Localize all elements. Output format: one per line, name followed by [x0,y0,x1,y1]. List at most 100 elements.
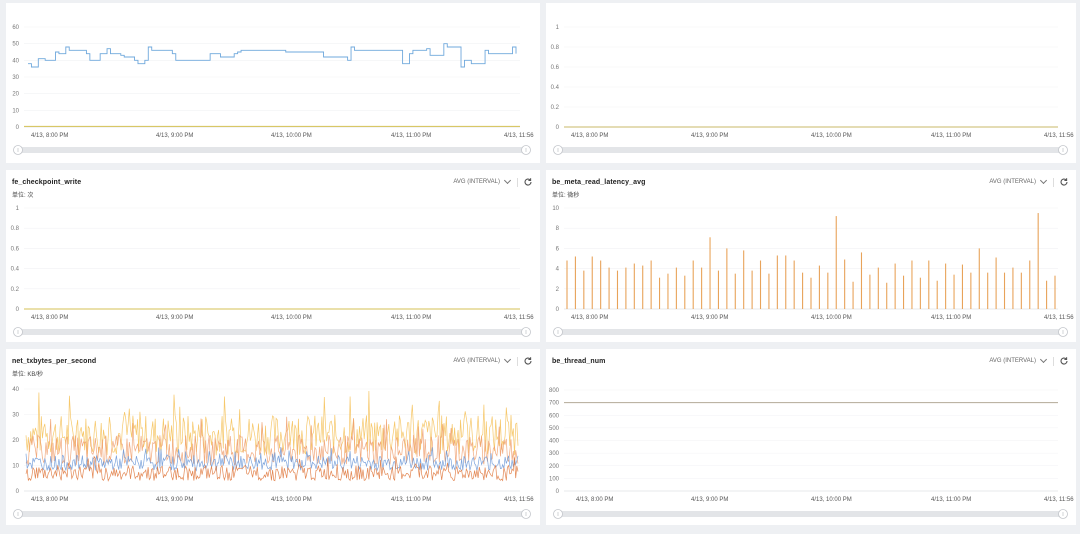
range-slider[interactable] [18,329,526,335]
aggregation-value: AVG (INTERVAL) [989,179,1036,185]
series-line [25,446,519,472]
y-tick-label: 10 [552,206,559,212]
series-line [25,416,519,466]
panel-title: be_thread_num [552,358,606,365]
x-tick-label: 4/13, 11:00 PM [391,315,431,321]
y-tick-label: 0.8 [11,226,20,232]
x-tick-label: 4/13, 10:00 PM [271,497,312,503]
refresh-icon[interactable] [523,356,533,366]
chart-plot: 0 100 200 300 400 500 600 700 800 4/13, 8:00 PM 4/… [549,388,1074,519]
y-tick-label: 30 [12,75,19,81]
aggregation-select[interactable]: AVG (INTERVAL) [453,176,512,185]
x-tick-label: 4/13, 10:00 PM [811,315,852,321]
range-slider[interactable] [558,147,1063,153]
x-tick-label: 4/13, 9:00 PM [156,315,193,321]
chart-panel: 0 10 20 30 40 50 60 4/13, 8:00 PM 4/13, 9:00 PM 4… [6,3,540,163]
x-tick-label: 4/13, 11:56 [1044,497,1074,503]
y-tick-label: 0 [16,307,20,313]
chart-panel: 0 0.2 0.4 0.6 0.8 1 4/13, 8:00 PM 4/13, 9:00 PM… [546,3,1076,163]
series-line [25,390,519,456]
refresh-icon[interactable] [1059,177,1069,187]
x-tick-label: 4/13, 9:00 PM [691,133,728,139]
aggregation-select[interactable]: AVG (INTERVAL) [989,176,1048,185]
panel-title: be_meta_read_latency_avg [552,179,646,186]
series-line [25,455,519,482]
range-slider[interactable] [18,147,526,153]
panel-title: fe_checkpoint_write [12,179,82,186]
y-tick-label: 0 [556,125,560,131]
x-tick-label: 4/13, 8:00 PM [571,133,608,139]
y-tick-label: 1 [16,206,20,212]
x-tick-label: 4/13, 11:56 [504,315,534,321]
y-tick-label: 100 [549,476,560,482]
y-tick-label: 6 [556,246,560,252]
chart-panel-be-meta-read-latency-avg: be_meta_read_latency_avg 单位: 微秒 AVG (INT… [546,170,1076,342]
y-tick-label: 0 [16,489,20,495]
y-tick-label: 2 [556,287,560,293]
chart-panel-net-txbytes-per-second: net_txbytes_per_second 单位: KB/秒 AVG (INT… [6,349,540,525]
aggregation-select[interactable]: AVG (INTERVAL) [453,355,512,364]
chart-panel-fe-checkpoint-write: fe_checkpoint_write 单位: 次 AVG (INTERVAL)… [6,170,540,342]
x-tick-label: 4/13, 10:00 PM [271,315,312,321]
range-slider[interactable] [558,329,1063,335]
y-tick-label: 600 [549,413,560,419]
x-tick-label: 4/13, 8:00 PM [576,497,613,503]
refresh-icon[interactable] [1059,356,1069,366]
y-tick-label: 700 [549,401,560,407]
chart-plot: 0 2 4 6 8 10 4/13, 8:00 PM 4/13, 9:00 PM 4/13, 1… [552,206,1074,337]
x-tick-label: 4/13, 11:56 [1044,315,1074,321]
chart-plot: 0 10 20 30 40 50 60 4/13, 8:00 PM 4/13, 9:00 PM 4… [12,25,534,155]
divider [517,357,518,366]
x-tick-label: 4/13, 9:00 PM [691,497,728,503]
panel-unit: 单位: 次 [12,193,34,199]
x-tick-label: 4/13, 11:56 [504,497,534,503]
y-tick-label: 0.4 [551,85,560,91]
y-tick-label: 0 [556,489,560,495]
x-tick-label: 4/13, 11:56 [504,133,534,139]
y-tick-label: 300 [549,451,560,457]
x-tick-label: 4/13, 8:00 PM [31,133,68,139]
y-tick-label: 200 [549,464,560,470]
x-tick-label: 4/13, 11:00 PM [931,315,971,321]
divider [517,178,518,187]
y-tick-label: 8 [556,226,560,232]
y-tick-label: 40 [12,58,19,64]
x-tick-label: 4/13, 11:00 PM [391,133,431,139]
panel-unit: 单位: KB/秒 [12,372,44,378]
y-tick-label: 0.4 [11,267,20,273]
y-tick-label: 0.2 [11,287,20,293]
series-line [28,43,517,68]
x-tick-label: 4/13, 10:00 PM [271,133,312,139]
range-slider[interactable] [18,511,526,517]
y-tick-label: 0.8 [551,45,560,51]
aggregation-value: AVG (INTERVAL) [989,358,1036,364]
y-tick-label: 800 [549,388,560,394]
chart-panel-be-thread-num: be_thread_num AVG (INTERVAL) 0 100 200 300 4… [546,349,1076,525]
range-slider[interactable] [558,511,1063,517]
x-tick-label: 4/13, 11:00 PM [931,133,971,139]
divider [1053,357,1054,366]
y-tick-label: 1 [556,25,560,31]
y-tick-label: 0 [556,307,560,313]
x-tick-label: 4/13, 8:00 PM [571,315,608,321]
y-tick-label: 400 [549,439,560,445]
refresh-icon[interactable] [523,177,533,187]
y-tick-label: 0 [16,125,20,131]
y-tick-label: 10 [12,108,19,114]
x-tick-label: 4/13, 11:00 PM [391,497,431,503]
y-tick-label: 0.6 [11,246,20,252]
y-tick-label: 4 [556,267,560,273]
y-tick-label: 0.2 [551,105,560,111]
x-tick-label: 4/13, 9:00 PM [156,497,193,503]
y-tick-label: 20 [12,438,19,444]
x-tick-label: 4/13, 8:00 PM [31,497,68,503]
aggregation-value: AVG (INTERVAL) [453,179,500,185]
x-tick-label: 4/13, 11:00 PM [931,497,971,503]
aggregation-select[interactable]: AVG (INTERVAL) [989,355,1048,364]
x-tick-label: 4/13, 9:00 PM [691,315,728,321]
aggregation-value: AVG (INTERVAL) [453,358,500,364]
divider [1053,178,1054,187]
y-tick-label: 0.6 [551,65,560,71]
x-tick-label: 4/13, 11:56 [1044,133,1074,139]
chart-plot: 0 10 20 30 40 4/13, 8:00 PM 4/13, 9:00 PM 4/13,… [12,387,534,519]
